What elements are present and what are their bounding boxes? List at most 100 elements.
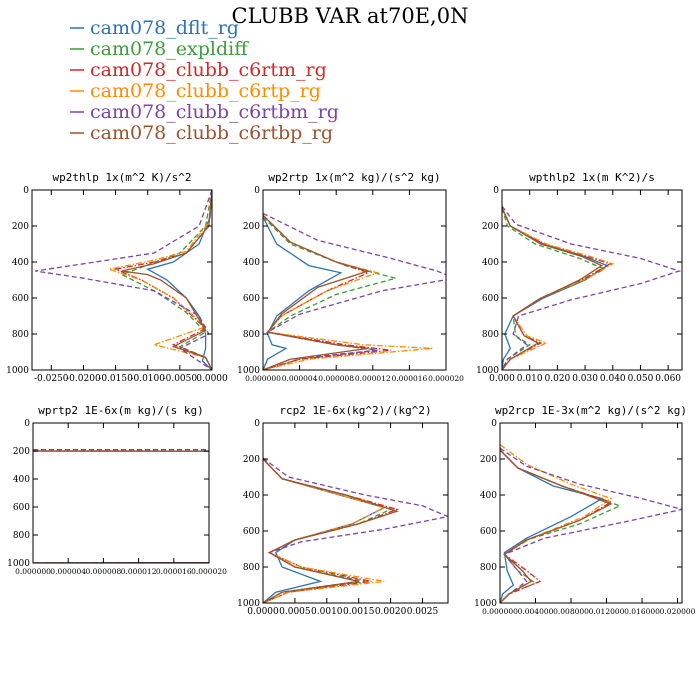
x-tick-label: 0.0015: [343, 607, 375, 617]
series-line: [263, 212, 446, 370]
figure-title: CLUBB VAR at70E,0N: [232, 4, 469, 28]
panel: wp2rtp 1x(m^2 kg)/(s^2 kg) 0 200 400 600 800 1…: [237, 171, 464, 383]
y-tick-label: 0: [23, 186, 29, 196]
series-line: [263, 458, 386, 603]
legend-entry: cam078_clubb_c6rtbp_rg: [70, 122, 333, 144]
y-tick-label: 800: [13, 531, 30, 541]
series-line: [263, 458, 400, 603]
y-tick-label: 0: [254, 186, 260, 196]
x-tick-label: 0.000000: [245, 374, 281, 383]
x-tick-label: 0.020: [545, 374, 571, 384]
panel-title: wprtp2 1E-6x(m kg)/(s kg): [38, 404, 204, 417]
y-tick-label: 800: [480, 563, 497, 573]
x-tick-label: 0.050: [628, 374, 654, 384]
series-line: [502, 207, 615, 370]
x-tick-label: 0.008000: [553, 607, 589, 616]
series-line: [502, 207, 612, 370]
x-tick-label: -0.0200: [66, 374, 101, 384]
series-group: [502, 205, 682, 370]
series-line: [263, 216, 343, 370]
x-tick-label: -0.0150: [98, 374, 133, 384]
panel-title: wp2rtp 1x(m^2 kg)/(s^2 kg): [268, 171, 440, 184]
series-group: [500, 444, 682, 603]
x-tick-label: 0.040: [600, 374, 626, 384]
y-tick-label: 0: [491, 419, 497, 429]
legend-label: cam078_expldiff: [90, 38, 249, 60]
legend: cam078_dflt_rgcam078_expldiffcam078_club…: [70, 17, 339, 144]
legend-entry: cam078_expldiff: [70, 38, 249, 60]
y-tick-label: 1000: [237, 366, 260, 376]
series-line: [502, 207, 607, 370]
x-tick-label: 0.000016: [392, 374, 428, 383]
panel-title: wp2rcp 1E-3x(m^2 kg)/(s^2 kg): [495, 404, 687, 417]
series-line: [146, 190, 212, 370]
x-tick-label: 0.000012: [121, 567, 157, 576]
x-tick-label: 0.016000: [624, 607, 660, 616]
x-tick-label: 0.0020: [375, 607, 407, 617]
x-tick-label: 0.0000: [247, 607, 279, 617]
plot-frame: [499, 422, 683, 604]
legend-entry: cam078_clubb_c6rtp_rg: [70, 80, 321, 102]
x-tick-label: 0.0000: [196, 374, 228, 384]
series-line: [106, 190, 212, 370]
y-tick-label: 0: [493, 186, 499, 196]
series-line: [502, 205, 682, 370]
y-tick-label: 600: [243, 527, 260, 537]
plot-frame: [32, 422, 210, 564]
plot-frame: [501, 189, 683, 371]
x-tick-label: -0.0250: [34, 374, 69, 384]
y-tick-label: 600: [13, 503, 30, 513]
series-group: [35, 190, 212, 370]
x-tick-label: 0.000012: [355, 374, 391, 383]
y-tick-label: 400: [480, 491, 497, 501]
y-tick-label: 200: [482, 222, 499, 232]
series-line: [263, 214, 371, 370]
x-tick-label: 0.000004: [282, 374, 318, 383]
series-line: [35, 190, 212, 370]
series-line: [33, 450, 209, 563]
panels: wp2thlp 1x(m^2 K)/s^2 0 200 400 600 800 1000 -0…: [6, 171, 696, 617]
panel: wp2thlp 1x(m^2 K)/s^2 0 200 400 600 800 1000 -0…: [6, 171, 228, 384]
x-tick-label: 0.000020: [191, 567, 227, 576]
y-tick-label: 200: [243, 455, 260, 465]
x-tick-label: 0.000: [489, 374, 515, 384]
x-tick-label: 0.060: [655, 374, 681, 384]
x-tick-label: 0.0005: [279, 607, 311, 617]
series-line: [502, 207, 609, 370]
y-tick-label: 1000: [237, 599, 260, 609]
legend-entry: cam078_clubb_c6rtm_rg: [70, 59, 327, 81]
panel: wpthlp2 1x(m K^2)/s 0 200 400 600 800 10000.00…: [476, 171, 683, 384]
series-line: [33, 448, 209, 563]
panel-title: rcp2 1E-6x(kg^2)/(kg^2): [279, 404, 431, 417]
panel: wprtp2 1E-6x(m kg)/(s kg) 0 200 400 600 800 10…: [7, 404, 227, 576]
series-group: [263, 457, 448, 603]
y-tick-label: 600: [482, 294, 499, 304]
x-tick-label: 0.000016: [156, 567, 192, 576]
x-tick-label: 0.000004: [50, 567, 86, 576]
panel: rcp2 1E-6x(kg^2)/(kg^2) 0 200 400 600 800 1000…: [237, 404, 449, 617]
series-line: [263, 458, 386, 603]
y-tick-label: 400: [243, 491, 260, 501]
y-tick-label: 400: [243, 258, 260, 268]
y-tick-label: 800: [243, 330, 260, 340]
panel-title: wp2thlp 1x(m^2 K)/s^2: [52, 171, 191, 184]
series-group: [33, 448, 209, 563]
panel-title: wpthlp2 1x(m K^2)/s: [529, 171, 655, 184]
series-line: [113, 190, 212, 370]
x-tick-label: -0.0050: [163, 374, 198, 384]
x-tick-label: 0.000008: [318, 374, 354, 383]
y-tick-label: 200: [13, 447, 30, 457]
y-tick-label: 0: [24, 419, 30, 429]
y-tick-label: 600: [243, 294, 260, 304]
panel: wp2rcp 1E-3x(m^2 kg)/(s^2 kg) 0 200 400 600 8…: [474, 404, 696, 616]
y-tick-label: 400: [482, 258, 499, 268]
y-tick-label: 1000: [476, 366, 499, 376]
series-group: [263, 212, 446, 370]
y-tick-label: 1000: [6, 366, 29, 376]
y-tick-label: 200: [12, 222, 29, 232]
y-tick-label: 800: [482, 330, 499, 340]
x-tick-label: 0.0025: [407, 607, 439, 617]
x-tick-label: -0.0100: [130, 374, 165, 384]
x-tick-label: 0.000000: [15, 567, 51, 576]
plot-frame: [262, 422, 449, 604]
